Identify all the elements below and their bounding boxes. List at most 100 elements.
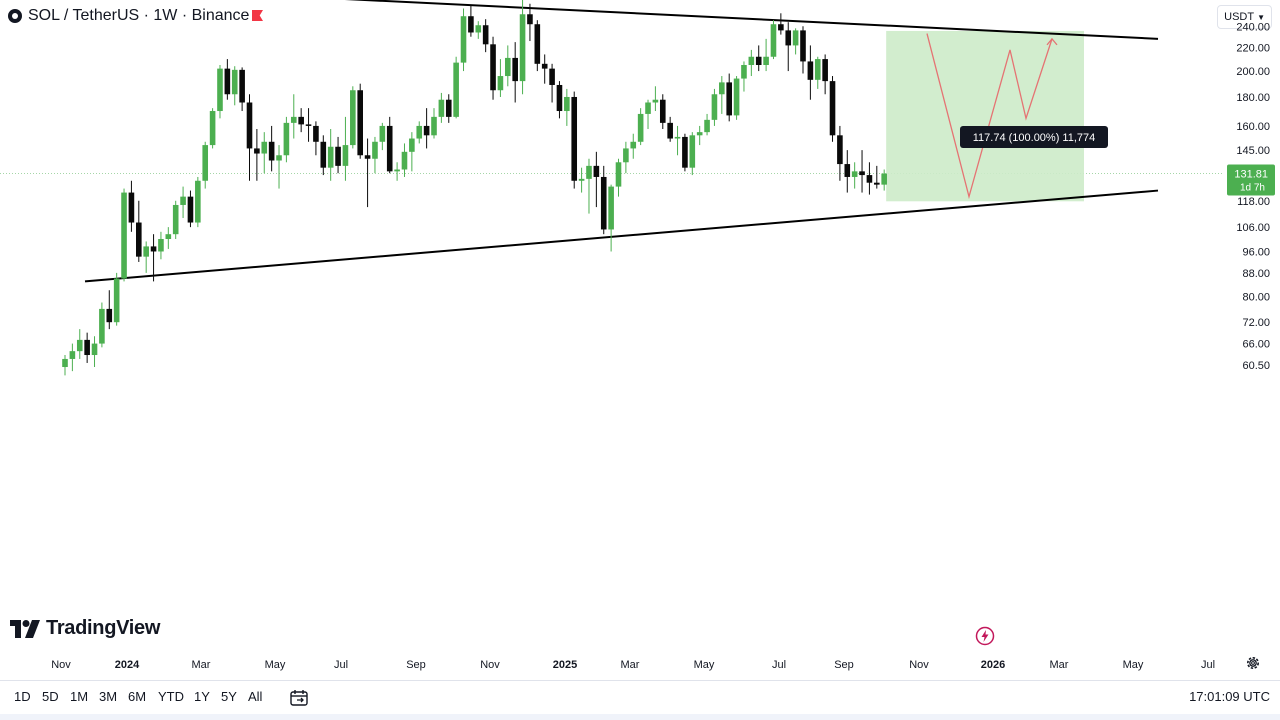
x-tick-label: Jul: [772, 659, 786, 671]
price-chart[interactable]: 60.50 66.00 72.00 80.00 88.00 96.00 106.00 118.…: [0, 0, 1280, 680]
candle: [837, 125, 843, 181]
candle: [165, 227, 172, 249]
candle: [778, 13, 784, 35]
symbol-title[interactable]: SOL / TetherUS · 1W · Binance: [28, 7, 250, 24]
candle-body: [844, 164, 851, 177]
range-1m-button[interactable]: 1M: [70, 689, 89, 704]
candle: [770, 20, 777, 60]
candle-body: [482, 25, 489, 45]
candle-body: [541, 63, 548, 69]
candle: [785, 22, 792, 72]
candles-layer: [62, 0, 887, 376]
candle-body: [586, 165, 592, 179]
candle-body: [578, 178, 585, 181]
y-tick-label: 88.00: [1242, 268, 1270, 280]
gear-icon[interactable]: [1245, 655, 1261, 671]
candle-body: [195, 180, 201, 223]
candle: [541, 54, 548, 84]
x-tick-label: Jul: [334, 659, 348, 671]
range-6m-button[interactable]: 6M: [128, 689, 147, 704]
tradingview-logo[interactable]: TradingView: [10, 617, 160, 640]
candle-body: [91, 343, 98, 356]
candle: [652, 86, 659, 112]
candle: [696, 125, 703, 146]
candle: [320, 135, 327, 176]
symbol-icon: [8, 9, 22, 23]
candle-body: [497, 76, 504, 91]
candle: [637, 108, 644, 146]
candle-body: [283, 122, 290, 156]
candle: [453, 56, 459, 119]
x-tick-label: Mar: [192, 659, 211, 671]
resistance-trendline: [344, 0, 1159, 40]
candle: [172, 200, 179, 240]
lightning-icon[interactable]: [975, 626, 995, 646]
candle-body: [276, 155, 282, 161]
range-ytd-button[interactable]: YTD: [158, 689, 184, 704]
y-tick-label: 240.00: [1236, 21, 1270, 33]
flag-icon[interactable]: [252, 10, 263, 21]
candle: [290, 94, 297, 139]
y-tick-label: 80.00: [1242, 291, 1270, 303]
y-tick-label: 72.00: [1242, 317, 1270, 329]
candle: [416, 121, 423, 144]
utc-clock[interactable]: 17:01:09 UTC: [1189, 689, 1270, 704]
calendar-icon[interactable]: [288, 688, 310, 708]
candle-body: [438, 99, 445, 117]
candle-body: [246, 102, 253, 149]
candle-body: [505, 57, 511, 77]
candle-body: [837, 135, 843, 165]
candle: [305, 108, 312, 142]
candle-body: [733, 78, 740, 116]
candle: [401, 143, 408, 177]
candle-body: [874, 182, 880, 185]
candle: [84, 332, 90, 363]
candle: [586, 158, 592, 214]
candle-body: [711, 94, 718, 120]
candle-body: [431, 116, 437, 136]
candle: [386, 116, 393, 174]
candle-body: [652, 99, 659, 103]
candle: [741, 61, 747, 92]
candle-body: [468, 16, 474, 33]
candle-body: [158, 239, 164, 252]
range-1y-button[interactable]: 1Y: [194, 689, 210, 704]
y-tick-label: 200.00: [1236, 66, 1270, 78]
range-1d-button[interactable]: 1D: [14, 689, 31, 704]
candle: [711, 88, 718, 126]
candle: [180, 186, 186, 219]
currency-button[interactable]: USDT ▼: [1217, 5, 1272, 29]
candle-body: [719, 82, 725, 95]
candle-body: [763, 56, 769, 66]
candle-body: [335, 146, 341, 166]
range-5y-button[interactable]: 5Y: [221, 689, 237, 704]
candle: [814, 56, 821, 89]
candle-body: [600, 176, 607, 230]
candle-body: [364, 155, 371, 159]
range-5d-button[interactable]: 5D: [42, 689, 59, 704]
candle: [807, 45, 814, 100]
range-all-button[interactable]: All: [248, 689, 263, 704]
candle-body: [290, 116, 297, 123]
candle: [851, 162, 858, 189]
candle: [527, 3, 533, 42]
candle: [313, 121, 319, 156]
candle: [195, 176, 201, 228]
candle: [505, 45, 511, 87]
x-tick-label: Nov: [480, 659, 500, 671]
candle-body: [113, 278, 120, 323]
candle-body: [209, 111, 216, 146]
candle: [224, 59, 231, 100]
candle-body: [313, 125, 319, 142]
candle-body: [564, 96, 570, 112]
candle: [866, 162, 873, 195]
range-3m-button[interactable]: 3M: [99, 689, 118, 704]
candle-body: [527, 14, 533, 25]
currency-label: USDT: [1224, 11, 1255, 23]
candle: [327, 129, 334, 181]
chart-header: SOL / TetherUS · 1W · Binance: [0, 0, 1220, 32]
projection-arrowhead: [1046, 37, 1058, 46]
candle-body: [785, 30, 792, 46]
y-tick-label: 60.50: [1242, 360, 1270, 372]
candle: [431, 108, 437, 139]
